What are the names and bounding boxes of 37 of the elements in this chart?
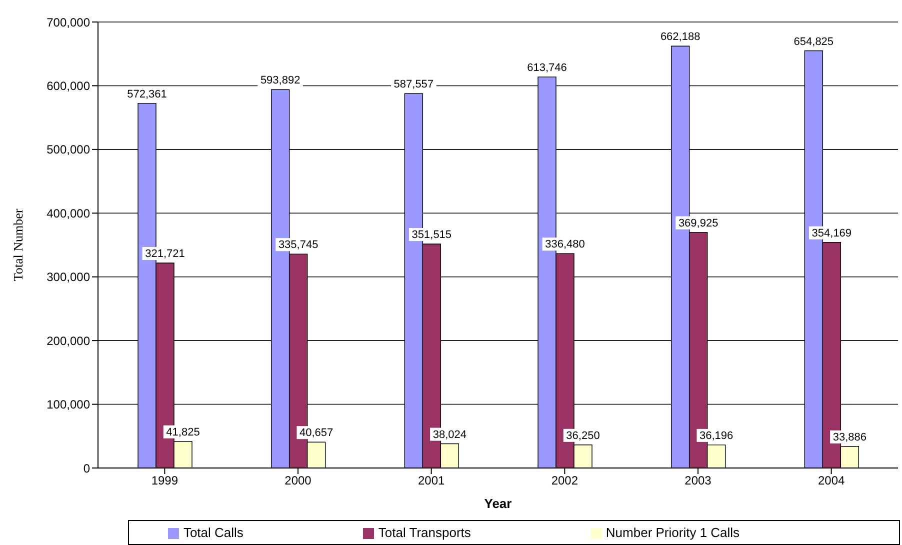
y-tick-label: 200,000 — [46, 334, 90, 348]
y-tick-label: 100,000 — [46, 398, 90, 412]
data-label: 354,169 — [812, 227, 852, 240]
data-label: 572,361 — [127, 88, 167, 100]
data-label: 38,024 — [432, 428, 466, 441]
y-tick-label: 0 — [83, 461, 90, 476]
y-tick-label: 500,000 — [46, 142, 90, 157]
data-label: 351,515 — [412, 229, 452, 242]
legend-label: Number Priority 1 Calls — [606, 525, 740, 540]
data-label: 654,825 — [794, 36, 834, 48]
y-tick-label: 700,000 — [46, 15, 90, 30]
data-label: 369,925 — [678, 217, 718, 230]
data-label: 36,196 — [700, 430, 734, 442]
data-label: 593,892 — [260, 74, 300, 87]
y-tick-label: 600,000 — [46, 78, 90, 93]
legend-label: Total Calls — [183, 525, 244, 540]
data-label: 336,480 — [545, 238, 585, 251]
x-tick-label: 1999 — [151, 474, 178, 488]
y-tick-label: 300,000 — [46, 270, 90, 284]
data-label: 321,721 — [145, 248, 185, 260]
x-tick-label: 2002 — [551, 474, 578, 488]
x-tick-label: 2004 — [818, 474, 846, 488]
x-axis-title: Year — [484, 496, 512, 511]
data-label: 613,746 — [527, 62, 567, 74]
data-label: 41,825 — [166, 426, 200, 438]
data-label: 33,886 — [832, 431, 866, 444]
data-label: 587,557 — [394, 78, 434, 91]
x-tick-label: 2003 — [684, 474, 712, 488]
data-label: 40,657 — [300, 427, 334, 440]
data-label: 36,250 — [566, 430, 600, 442]
data-label: 662,188 — [660, 31, 700, 44]
y-axis-title: Total Number — [10, 208, 26, 282]
y-tick-label: 400,000 — [46, 206, 90, 220]
x-tick-label: 2001 — [418, 474, 446, 488]
legend-label: Total Transports — [378, 525, 471, 540]
x-tick-label: 2000 — [284, 474, 312, 488]
data-label: 335,745 — [278, 239, 318, 252]
